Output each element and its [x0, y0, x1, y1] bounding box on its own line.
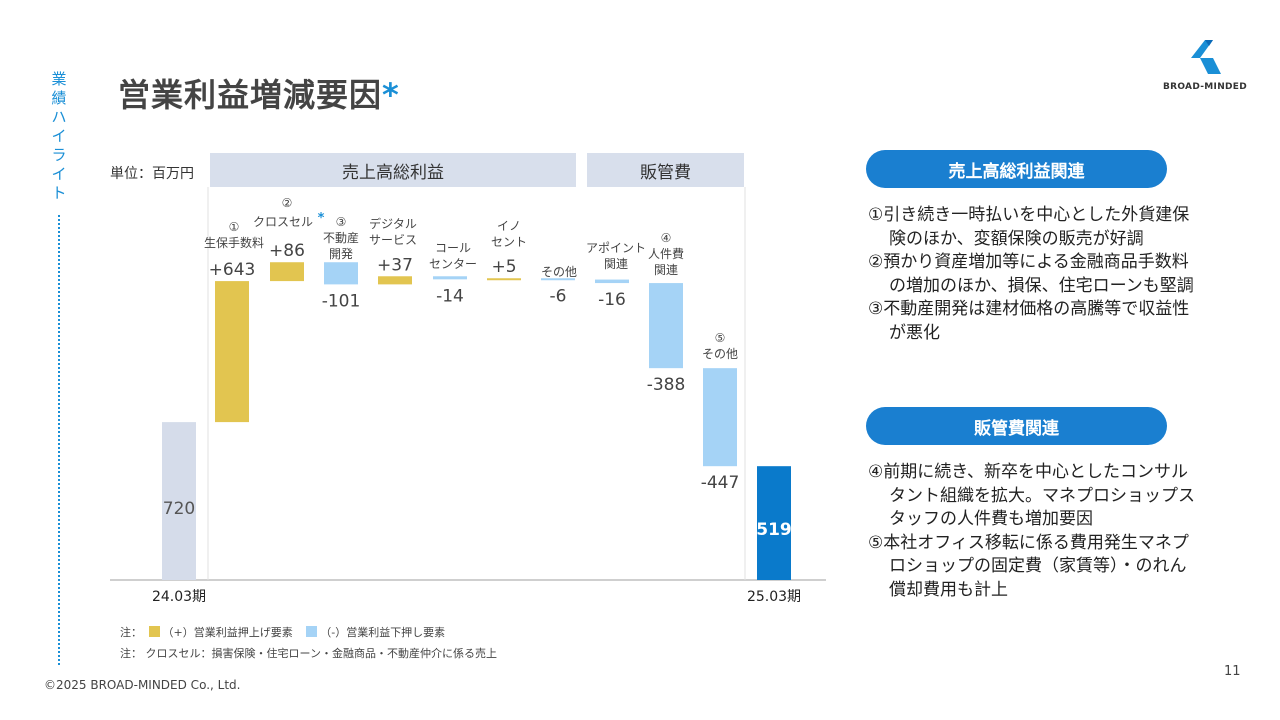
- bar-step: [595, 279, 629, 284]
- description-item: ③不動産開発は建材価格の高騰等で収益性が悪化: [868, 299, 1190, 343]
- bar-step: [324, 262, 358, 285]
- category-label: その他: [702, 347, 738, 361]
- bar-value-label: +86: [269, 241, 305, 261]
- sga-section-pill: 販管費関連: [866, 407, 1167, 445]
- category-number: ④: [661, 231, 672, 245]
- bar-step: [215, 281, 249, 423]
- bar-start-value-label: 720: [163, 499, 195, 519]
- bar-step: [703, 368, 737, 467]
- legend-increase-swatch: [148, 626, 160, 637]
- category-number: ①: [229, 220, 240, 234]
- bar-value-label: -16: [598, 290, 626, 310]
- category-number: ⑤: [715, 331, 726, 345]
- page-number: 11: [1224, 664, 1241, 679]
- category-label: アポイント: [586, 241, 646, 255]
- category-label: 生保手数料: [204, 235, 264, 250]
- company-logo: BROAD-MINDED: [1160, 36, 1250, 92]
- bar-value-label: +5: [491, 257, 516, 277]
- category-label: 人件費: [648, 246, 684, 261]
- category-label: クロスセル: [253, 215, 313, 229]
- category-label: イノ: [497, 219, 521, 233]
- category-number: ②: [282, 196, 293, 210]
- logo-mark-icon: [1191, 40, 1221, 74]
- bar-step: [378, 276, 412, 285]
- bar-end-value-label: 519: [756, 520, 792, 540]
- gross-profit-section-pill: 売上高総利益関連: [866, 150, 1167, 188]
- bar-step: [433, 276, 467, 280]
- legend-decrease-label: （-）営業利益下押し要素: [320, 626, 446, 639]
- category-label: 開発: [329, 247, 353, 261]
- legend-decrease-swatch: [306, 626, 318, 637]
- category-asterisk: *: [318, 211, 325, 226]
- chart-unit-label: 単位：百万円: [110, 166, 194, 182]
- bar-start: [162, 422, 196, 580]
- category-label: 関連: [654, 263, 678, 277]
- x-tick-label-start: 24.03期: [152, 589, 206, 605]
- bar-value-label: -447: [701, 473, 740, 493]
- gross-profit-description: ①引き続き一時払いを中心とした外貨建保険のほか、変額保険の販売が好調 ②預かり資…: [868, 204, 1198, 345]
- legend-note: 注： （+）営業利益押上げ要素 （-）営業利益下押し要素: [120, 624, 445, 640]
- bar-step: [487, 278, 521, 281]
- bar-step: [270, 262, 304, 282]
- bar-value-label: -388: [647, 375, 686, 395]
- bar-step: [649, 283, 683, 369]
- group-header-gross-profit: 売上高総利益: [210, 153, 576, 187]
- category-label: コール: [435, 241, 471, 255]
- sga-description: ④前期に続き、新卒を中心としたコンサルタント組織を拡大。マネプロショップスタッフ…: [868, 461, 1198, 602]
- description-item: ①引き続き一時払いを中心とした外貨建保険のほか、変額保険の販売が好調: [868, 205, 1190, 249]
- category-label: サービス: [369, 233, 417, 247]
- waterfall-chart: 720 24.03期 +643 +86 -101 +37 -14 +5 -6 -16 -388 -44…: [110, 187, 826, 605]
- bar-value-label: +643: [209, 260, 256, 280]
- category-label: セント: [491, 235, 527, 249]
- sidebar-dotted-line: [58, 215, 60, 665]
- legend-increase-label: （+）営業利益押上げ要素: [162, 626, 293, 639]
- category-label: 不動産: [323, 230, 359, 245]
- group-header-sga: 販管費: [587, 153, 744, 187]
- bar-step: [541, 278, 575, 281]
- category-number: ③: [336, 215, 347, 229]
- title-asterisk: *: [382, 76, 400, 114]
- page-title-text: 営業利益増減要因: [118, 76, 383, 114]
- copyright-text: ©2025 BROAD-MINDED Co., Ltd.: [44, 678, 241, 692]
- category-label: デジタル: [369, 216, 417, 231]
- description-item: ④前期に続き、新卒を中心としたコンサルタント組織を拡大。マネプロショップスタッフ…: [868, 462, 1195, 529]
- bar-value-label: -14: [436, 286, 464, 306]
- category-label: センター: [429, 257, 477, 271]
- page-title: 営業利益増減要因*: [118, 70, 400, 116]
- cross-sell-note: 注： クロスセル：損害保険・住宅ローン・金融商品・不動産仲介に係る売上: [120, 647, 497, 660]
- description-item: ②預かり資産増加等による金融商品手数料の増加のほか、損保、住宅ローンも堅調: [868, 252, 1194, 296]
- sidebar-section-label: 業績ハイライト: [51, 70, 67, 202]
- bar-value-label: -6: [550, 287, 567, 307]
- category-label: その他: [541, 265, 577, 279]
- note-prefix: 注：: [120, 626, 142, 639]
- x-tick-label-end: 25.03期: [747, 589, 801, 605]
- logo-text: BROAD-MINDED: [1162, 82, 1248, 92]
- description-item: ⑤本社オフィス移転に係る費用発生マネプロショップの固定費（家賃等）・のれん償却費…: [868, 532, 1189, 600]
- bar-end: [757, 466, 791, 580]
- bar-value-label: +37: [377, 255, 413, 275]
- bar-value-label: -101: [322, 291, 361, 311]
- category-label: 関連: [604, 257, 628, 271]
